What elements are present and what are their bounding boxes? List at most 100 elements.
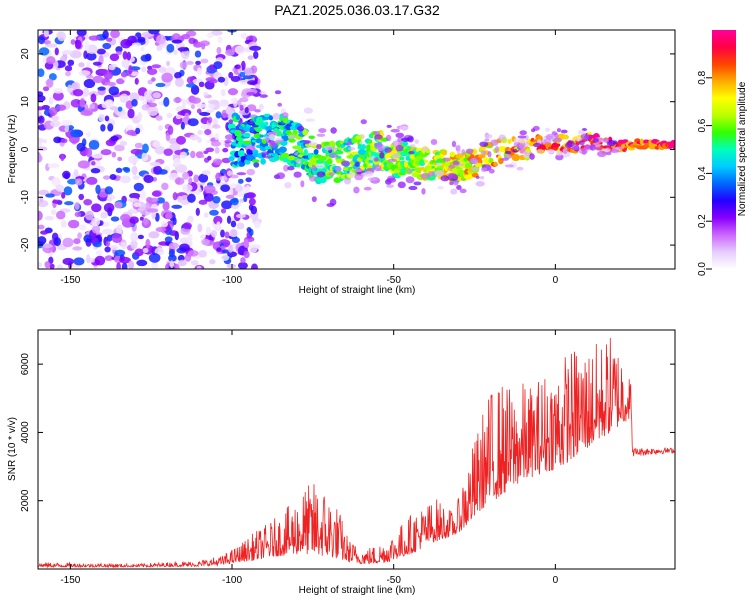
heatmap-halo-cell (214, 146, 220, 154)
heatmap-halo-cell (395, 132, 405, 138)
heatmap-halo-cell (556, 128, 561, 133)
heatmap-halo-cell (608, 141, 613, 145)
heatmap-noise-cell (77, 160, 90, 169)
heatmap-noise-cell (219, 100, 230, 107)
heatmap-halo-cell (615, 146, 625, 150)
heatmap-noise-cell (38, 106, 45, 111)
heatmap-halo-cell (249, 120, 255, 126)
heatmap-noise-cell (38, 68, 45, 77)
heatmap-noise-cell (120, 71, 128, 78)
heatmap-signal-cell (336, 155, 342, 160)
heatmap-noise-cell (231, 237, 241, 244)
heatmap-halo-cell (246, 91, 256, 96)
heatmap-halo-cell (512, 148, 518, 153)
heatmap-signal-cell (334, 150, 344, 155)
heatmap-noise-cell (78, 62, 85, 68)
heatmap-halo-cell (343, 177, 352, 185)
heatmap-noise-cell (95, 184, 101, 195)
heatmap-noise-cell (71, 82, 79, 90)
heatmap-signal-cell (308, 135, 316, 140)
heatmap-noise-cell (109, 106, 119, 111)
colorbar-tick-label: 0.8 (697, 70, 708, 84)
heatmap-halo-cell (360, 119, 367, 125)
heatmap-noise-cell (167, 125, 174, 135)
heatmap-noise-cell (226, 263, 237, 269)
heatmap-halo-cell (407, 136, 414, 143)
heatmap-halo-cell (367, 177, 378, 182)
heatmap-noise-cell (73, 169, 79, 177)
heatmap-noise-cell (251, 263, 258, 269)
heatmap-halo-cell (354, 173, 364, 181)
heatmap-noise-cell (44, 261, 51, 269)
heatmap-noise-cell (177, 47, 190, 52)
heatmap-halo-cell (484, 133, 493, 139)
heatmap-noise-cell (115, 51, 122, 56)
heatmap-noise-cell (78, 70, 91, 77)
heatmap-noise-cell (224, 231, 230, 239)
heatmap-signal-cell (246, 154, 256, 161)
heatmap-noise-cell (110, 30, 120, 39)
heatmap-signal-cell (249, 126, 255, 133)
heatmap-noise-cell (136, 259, 148, 267)
heatmap-noise-cell (177, 110, 187, 116)
heatmap-halo-cell (406, 169, 413, 174)
heatmap-noise-cell (38, 115, 45, 124)
heatmap-halo-cell (498, 134, 506, 142)
heatmap-halo-cell (239, 97, 249, 103)
heatmap-noise-cell (141, 152, 149, 162)
heatmap-noise-cell (180, 121, 185, 130)
heatmap-noise-cell (83, 234, 92, 243)
heatmap-halo-cell (354, 161, 360, 167)
heatmap-signal-cell (235, 114, 241, 120)
heatmap-signal-cell (303, 148, 308, 156)
heatmap-noise-cell (148, 252, 161, 263)
heatmap-halo-cell (562, 147, 568, 154)
heatmap-noise-cell (85, 210, 94, 221)
heatmap-signal-cell (339, 144, 346, 148)
heatmap-noise-cell (110, 216, 120, 222)
heatmap-halo-cell (283, 164, 289, 172)
heatmap-halo-cell (328, 172, 335, 176)
heatmap-noise-cell (231, 197, 239, 206)
heatmap-halo-cell (605, 151, 612, 156)
heatmap-noise-cell (210, 229, 218, 238)
heatmap-noise-cell (207, 99, 220, 105)
heatmap-noise-cell (227, 88, 239, 96)
heatmap-noise-cell (201, 238, 210, 246)
heatmap-noise-cell (175, 135, 187, 145)
heatmap-noise-cell (83, 87, 89, 97)
heatmap-noise-cell (72, 246, 83, 251)
heatmap-signal-cell (507, 139, 512, 144)
heatmap-noise-cell (173, 263, 180, 269)
heatmap-noise-cell (50, 120, 61, 128)
heatmap-halo-cell (203, 157, 210, 163)
heatmap-noise-cell (137, 36, 146, 43)
heatmap-noise-cell (209, 259, 216, 265)
heatmap-noise-cell (88, 35, 101, 41)
heatmap-signal-cell (367, 139, 373, 144)
snr-y-label: SNR (10 * v/v) (7, 417, 18, 481)
heatmap-noise-cell (56, 264, 64, 269)
heatmap-signal-cell (399, 156, 405, 161)
heatmap-halo-cell (519, 148, 526, 155)
heatmap-noise-cell (38, 36, 46, 45)
heatmap-noise-cell (130, 148, 143, 155)
spectrogram-x-label: Height of straight line (km) (299, 285, 416, 296)
heatmap-halo-cell (360, 134, 365, 140)
heatmap-halo-cell (363, 171, 374, 177)
heatmap-halo-cell (544, 127, 550, 132)
heatmap-noise-cell (182, 184, 193, 192)
heatmap-halo-cell (274, 90, 282, 95)
heatmap-halo-cell (520, 136, 526, 144)
heatmap-noise-cell (203, 184, 216, 194)
heatmap-noise-cell (163, 97, 170, 107)
heatmap-halo-cell (504, 150, 512, 155)
heatmap-halo-cell (197, 129, 203, 135)
heatmap-noise-cell (48, 256, 54, 264)
heatmap-noise-cell (220, 184, 231, 192)
heatmap-noise-cell (96, 48, 106, 55)
heatmap-halo-cell (465, 148, 474, 155)
heatmap-noise-cell (54, 47, 59, 56)
heatmap-noise-cell (245, 192, 257, 199)
heatmap-noise-cell (90, 93, 97, 103)
